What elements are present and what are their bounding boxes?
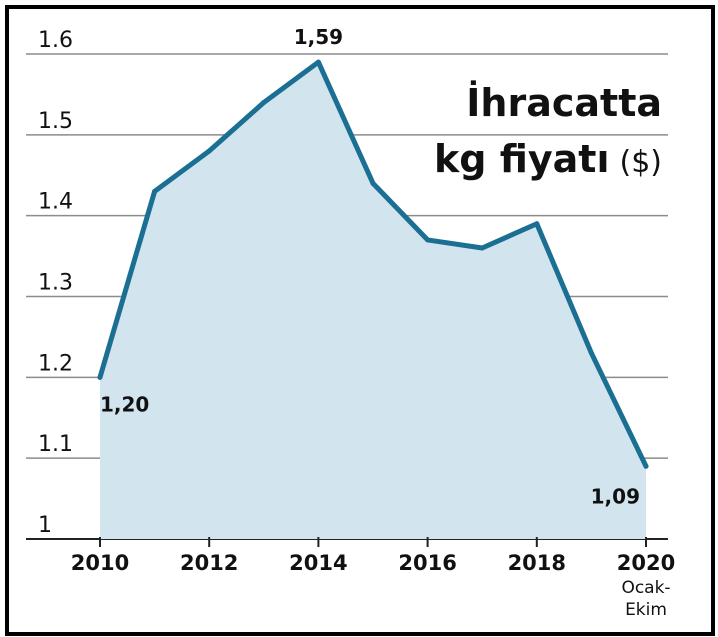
area-fill xyxy=(100,62,646,539)
data-point-2011 xyxy=(152,188,158,194)
data-label-2010: 1,20 xyxy=(100,392,149,416)
data-point-2016 xyxy=(425,237,431,243)
y-tick-label: 1 xyxy=(38,513,52,538)
data-point-2019 xyxy=(588,350,594,356)
x-tick-sublabel: Ocak- xyxy=(621,578,670,598)
x-tick-label: 2014 xyxy=(289,551,347,575)
chart-title-line1: İhracatta xyxy=(466,81,662,125)
x-tick-label: 2018 xyxy=(508,551,566,575)
data-point-2013 xyxy=(261,100,267,105)
data-point-2017 xyxy=(479,245,485,251)
y-tick-label: 1.3 xyxy=(38,271,73,296)
x-tick-label: 2010 xyxy=(71,551,129,575)
y-tick-label: 1.4 xyxy=(38,190,73,215)
data-label-2014: 1,59 xyxy=(294,25,343,49)
chart-title-line2-text: kg fiyatı xyxy=(434,137,609,181)
x-tick-label: 2012 xyxy=(180,551,238,575)
data-point-2018 xyxy=(534,221,540,227)
x-tick-label: 2016 xyxy=(398,551,456,575)
chart-title-line2: kg fiyatı ($) xyxy=(434,137,662,181)
data-point-2020 xyxy=(643,463,649,469)
data-point-2015 xyxy=(370,180,376,186)
data-point-2012 xyxy=(206,148,212,154)
data-point-2014 xyxy=(315,59,321,65)
data-point-2010 xyxy=(97,374,103,380)
y-tick-label: 1.2 xyxy=(38,351,73,376)
x-tick-label: 2020 xyxy=(617,551,675,575)
y-tick-label: 1.1 xyxy=(38,432,73,457)
chart-title-unit: ($) xyxy=(620,145,663,180)
data-label-2020: 1,09 xyxy=(591,484,640,508)
y-tick-label: 1.5 xyxy=(38,109,73,134)
y-tick-label: 1.6 xyxy=(38,28,73,53)
x-tick-sublabel: Ekim xyxy=(625,600,667,620)
